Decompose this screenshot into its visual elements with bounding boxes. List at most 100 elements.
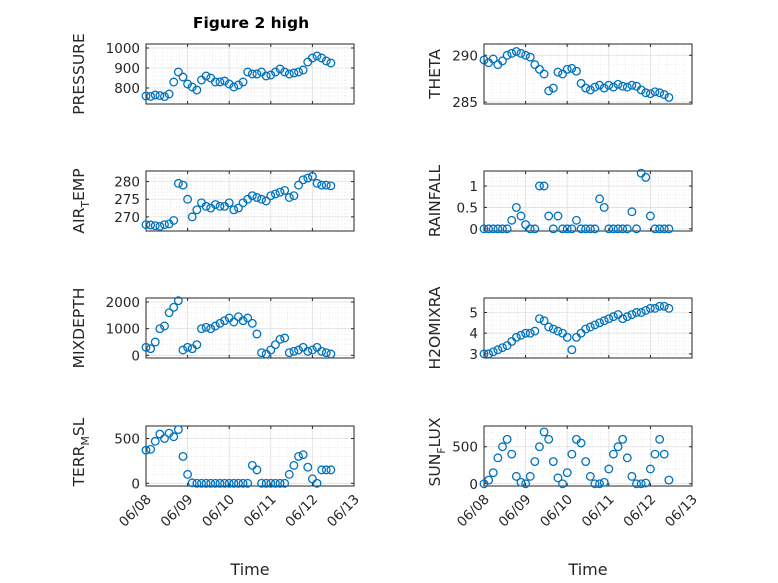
data-point (511, 332, 521, 342)
data-point (645, 89, 655, 99)
data-point (488, 468, 498, 478)
data-point (590, 479, 600, 489)
data-point (326, 465, 336, 475)
data-point (270, 67, 280, 77)
data-point (622, 224, 632, 234)
data-point (530, 326, 540, 336)
data-point (201, 478, 211, 488)
data-point (155, 429, 165, 439)
data-point (516, 211, 526, 221)
data-point (645, 464, 655, 474)
data-point (562, 224, 572, 234)
data-point (604, 224, 614, 234)
axes-box (145, 43, 355, 105)
data-point (284, 193, 294, 202)
data-point (650, 303, 660, 313)
data-point (303, 173, 313, 183)
data-point (618, 81, 628, 91)
data-point (608, 224, 618, 234)
data-point (197, 324, 206, 334)
data-point (548, 457, 558, 467)
data-point (303, 57, 313, 67)
data-point (576, 78, 586, 88)
data-point (558, 224, 568, 234)
data-point (544, 322, 554, 332)
data-point (160, 434, 169, 443)
y-tick-label: 0 (469, 477, 478, 493)
data-point (326, 58, 336, 68)
data-point (238, 77, 248, 87)
data-point (530, 457, 540, 467)
data-point (650, 87, 660, 97)
data-point (183, 79, 193, 89)
data-point (539, 69, 549, 79)
data-point (141, 91, 151, 101)
data-point (303, 346, 313, 356)
data-point (197, 478, 206, 488)
x-tick-label: 06/11 (241, 492, 280, 531)
data-point (558, 69, 568, 79)
data-point (567, 449, 577, 459)
y-tick-label: 0 (469, 222, 478, 238)
data-point (484, 349, 494, 359)
data-point (479, 224, 489, 234)
data-point (479, 349, 489, 359)
data-point (173, 425, 183, 435)
data-point (636, 308, 646, 317)
data-point (655, 301, 665, 311)
y-tick-label: 275 (114, 192, 140, 208)
data-point (257, 478, 267, 488)
y-axis-label: MIXDEPTH (70, 288, 88, 369)
data-point (553, 326, 563, 336)
data-point (224, 198, 234, 208)
data-point (553, 211, 563, 221)
data-point (252, 329, 262, 339)
y-tick-label: 500 (114, 432, 140, 448)
data-point (178, 72, 188, 82)
data-point (618, 314, 628, 324)
data-point (502, 224, 512, 234)
data-point (525, 52, 535, 62)
data-point (155, 91, 165, 101)
data-point (233, 312, 243, 322)
data-point (571, 332, 581, 342)
data-point (479, 55, 489, 65)
data-point (590, 224, 600, 234)
data-point (317, 180, 327, 190)
data-point (275, 187, 285, 197)
data-point (544, 86, 554, 96)
data-point (312, 51, 322, 61)
y-tick-label: 3 (469, 347, 478, 363)
data-point (604, 314, 614, 324)
data-point (599, 477, 609, 487)
data-point (571, 66, 581, 76)
data-point (539, 316, 549, 326)
data-point (502, 434, 512, 444)
data-point (307, 345, 317, 355)
data-point (224, 478, 234, 488)
data-point (155, 221, 165, 231)
data-point (146, 91, 156, 101)
y-tick-label: 290 (452, 48, 478, 64)
data-point (576, 224, 586, 234)
data-point (210, 321, 220, 331)
y-axis-label: RAINFALL (426, 164, 444, 237)
data-point (173, 178, 183, 188)
data-point (173, 67, 183, 77)
data-point (169, 77, 179, 87)
data-point (238, 316, 248, 326)
data-point (160, 321, 169, 331)
data-point (280, 478, 290, 488)
data-point (521, 50, 531, 60)
data-point (535, 442, 544, 452)
data-point (141, 445, 151, 455)
data-point (632, 224, 641, 234)
x-tick-label: 06/12 (620, 492, 659, 531)
data-point (627, 471, 637, 481)
data-point (321, 56, 331, 66)
data-point (627, 80, 637, 90)
data-point (247, 318, 257, 328)
x-tick-label: 06/08 (454, 492, 493, 531)
data-point (298, 65, 308, 75)
data-point (252, 465, 262, 475)
